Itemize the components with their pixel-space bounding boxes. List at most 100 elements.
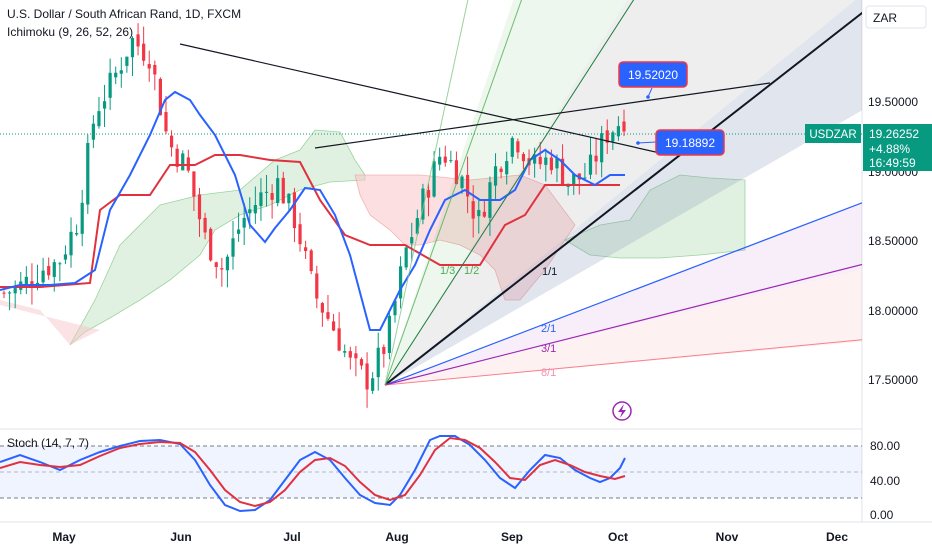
candle-down	[538, 156, 542, 165]
stoch-legend[interactable]: Stoch (14, 7, 7)	[7, 436, 90, 450]
candle-down	[482, 211, 486, 217]
candle-down	[622, 121, 626, 132]
fan-label-1-1: 1/1	[542, 266, 557, 278]
candle-up	[119, 70, 123, 74]
main-price-pane[interactable]: 1/3 1/2 1/1 2/1 3/1 8/1	[0, 0, 880, 421]
last-price-tag[interactable]: USDZAR 19.26252 +4.88% 16:49:59	[805, 124, 932, 171]
candle-up	[181, 153, 185, 171]
time-label-jul: Jul	[283, 530, 300, 544]
candle-up	[387, 315, 392, 353]
candle-down	[304, 247, 308, 252]
candle-up	[264, 191, 269, 193]
candle-down	[466, 174, 470, 197]
candle-up	[544, 157, 548, 165]
callout-box-19-18892[interactable]: 19.18892	[655, 129, 725, 156]
candle-up	[225, 256, 230, 271]
candle-down	[426, 189, 431, 198]
candle-up	[80, 202, 84, 234]
candle-up	[616, 126, 621, 137]
candle-up	[583, 177, 587, 179]
candle-down	[192, 171, 196, 197]
price-label-1800: 18.00000	[868, 304, 918, 318]
candle-down	[153, 64, 157, 75]
candle-down	[147, 64, 151, 69]
candle-down	[331, 321, 336, 331]
candle-down	[560, 158, 565, 185]
candle-up	[493, 166, 498, 186]
candle-down	[298, 224, 302, 245]
candle-up	[91, 123, 95, 140]
candle-up	[276, 178, 280, 204]
ichimoku-legend[interactable]: Ichimoku (9, 26, 52, 26)	[7, 25, 134, 39]
symbol-tag-text: USDZAR	[809, 129, 856, 141]
candle-down	[209, 228, 213, 261]
candle-up	[343, 351, 347, 353]
candle-up	[86, 142, 90, 205]
stoch-pane[interactable]	[0, 435, 862, 513]
candle-down	[169, 135, 174, 148]
candle-down	[2, 292, 6, 294]
candle-up	[460, 176, 464, 188]
candle-up	[376, 347, 380, 378]
stoch-d-line	[0, 436, 626, 508]
candle-down	[605, 130, 609, 143]
candle-up	[63, 254, 68, 260]
candle-up	[533, 154, 537, 164]
candle-down	[214, 262, 218, 268]
candle-down	[30, 281, 34, 287]
candle-down	[186, 157, 190, 171]
candle-up	[58, 263, 62, 265]
candle-down	[203, 217, 207, 233]
candle-down	[454, 160, 459, 185]
candle-down	[359, 359, 364, 366]
time-label-jun: Jun	[170, 530, 191, 544]
candle-down	[281, 177, 285, 204]
candle-up	[7, 292, 12, 294]
symbol-tag	[805, 124, 861, 143]
candle-down	[197, 194, 202, 220]
candle-down	[270, 193, 274, 200]
candle-up	[600, 133, 604, 163]
candle-up	[114, 72, 118, 78]
ichimoku-cloud	[0, 129, 746, 346]
candle-up	[449, 160, 453, 162]
candle-down	[158, 78, 162, 116]
candle-up	[588, 154, 593, 175]
callout-box-19-52020[interactable]: 19.52020	[618, 61, 688, 88]
price-tag-box	[863, 124, 932, 171]
candle-up	[555, 158, 559, 169]
candle-up	[236, 229, 241, 234]
chart-title[interactable]: U.S. Dollar / South African Rand, 1D, FX…	[7, 7, 242, 21]
price-axis[interactable]: ZAR 19.50000 19.00000 18.50000 18.00000 …	[865, 5, 927, 387]
candle-down	[326, 312, 330, 319]
candle-up	[242, 217, 246, 228]
candle-down	[443, 156, 447, 163]
callout-text-2: 19.18892	[665, 136, 715, 150]
cloud-red-bottom	[0, 300, 100, 345]
candle-up	[393, 300, 397, 316]
lightning-icon[interactable]	[612, 401, 632, 421]
candle-down	[516, 141, 520, 153]
tenkan-line	[0, 90, 625, 331]
candle-up	[477, 209, 481, 217]
currency-selector[interactable]	[865, 5, 927, 29]
cloud-green-left	[69, 129, 366, 346]
fan-label-2-1: 2/1	[541, 323, 556, 335]
fan-label-8-1: 8/1	[541, 367, 556, 379]
candle-up	[259, 192, 263, 207]
candle-down	[499, 168, 503, 173]
candle-down	[382, 346, 386, 354]
candle-up	[97, 111, 101, 127]
cloud-red-mid	[354, 174, 576, 301]
candle-down	[309, 250, 313, 272]
candle-up	[572, 173, 576, 186]
time-label-may: May	[52, 530, 76, 544]
candles-layer	[2, 23, 626, 408]
gann-fan-shading	[385, 0, 862, 385]
time-axis[interactable]: May Jun Jul Aug Sep Oct Nov Dec	[52, 530, 848, 544]
callout-anchor-2	[636, 141, 640, 145]
candle-up	[69, 231, 73, 256]
fan-label-1-3: 1/3	[440, 265, 455, 277]
